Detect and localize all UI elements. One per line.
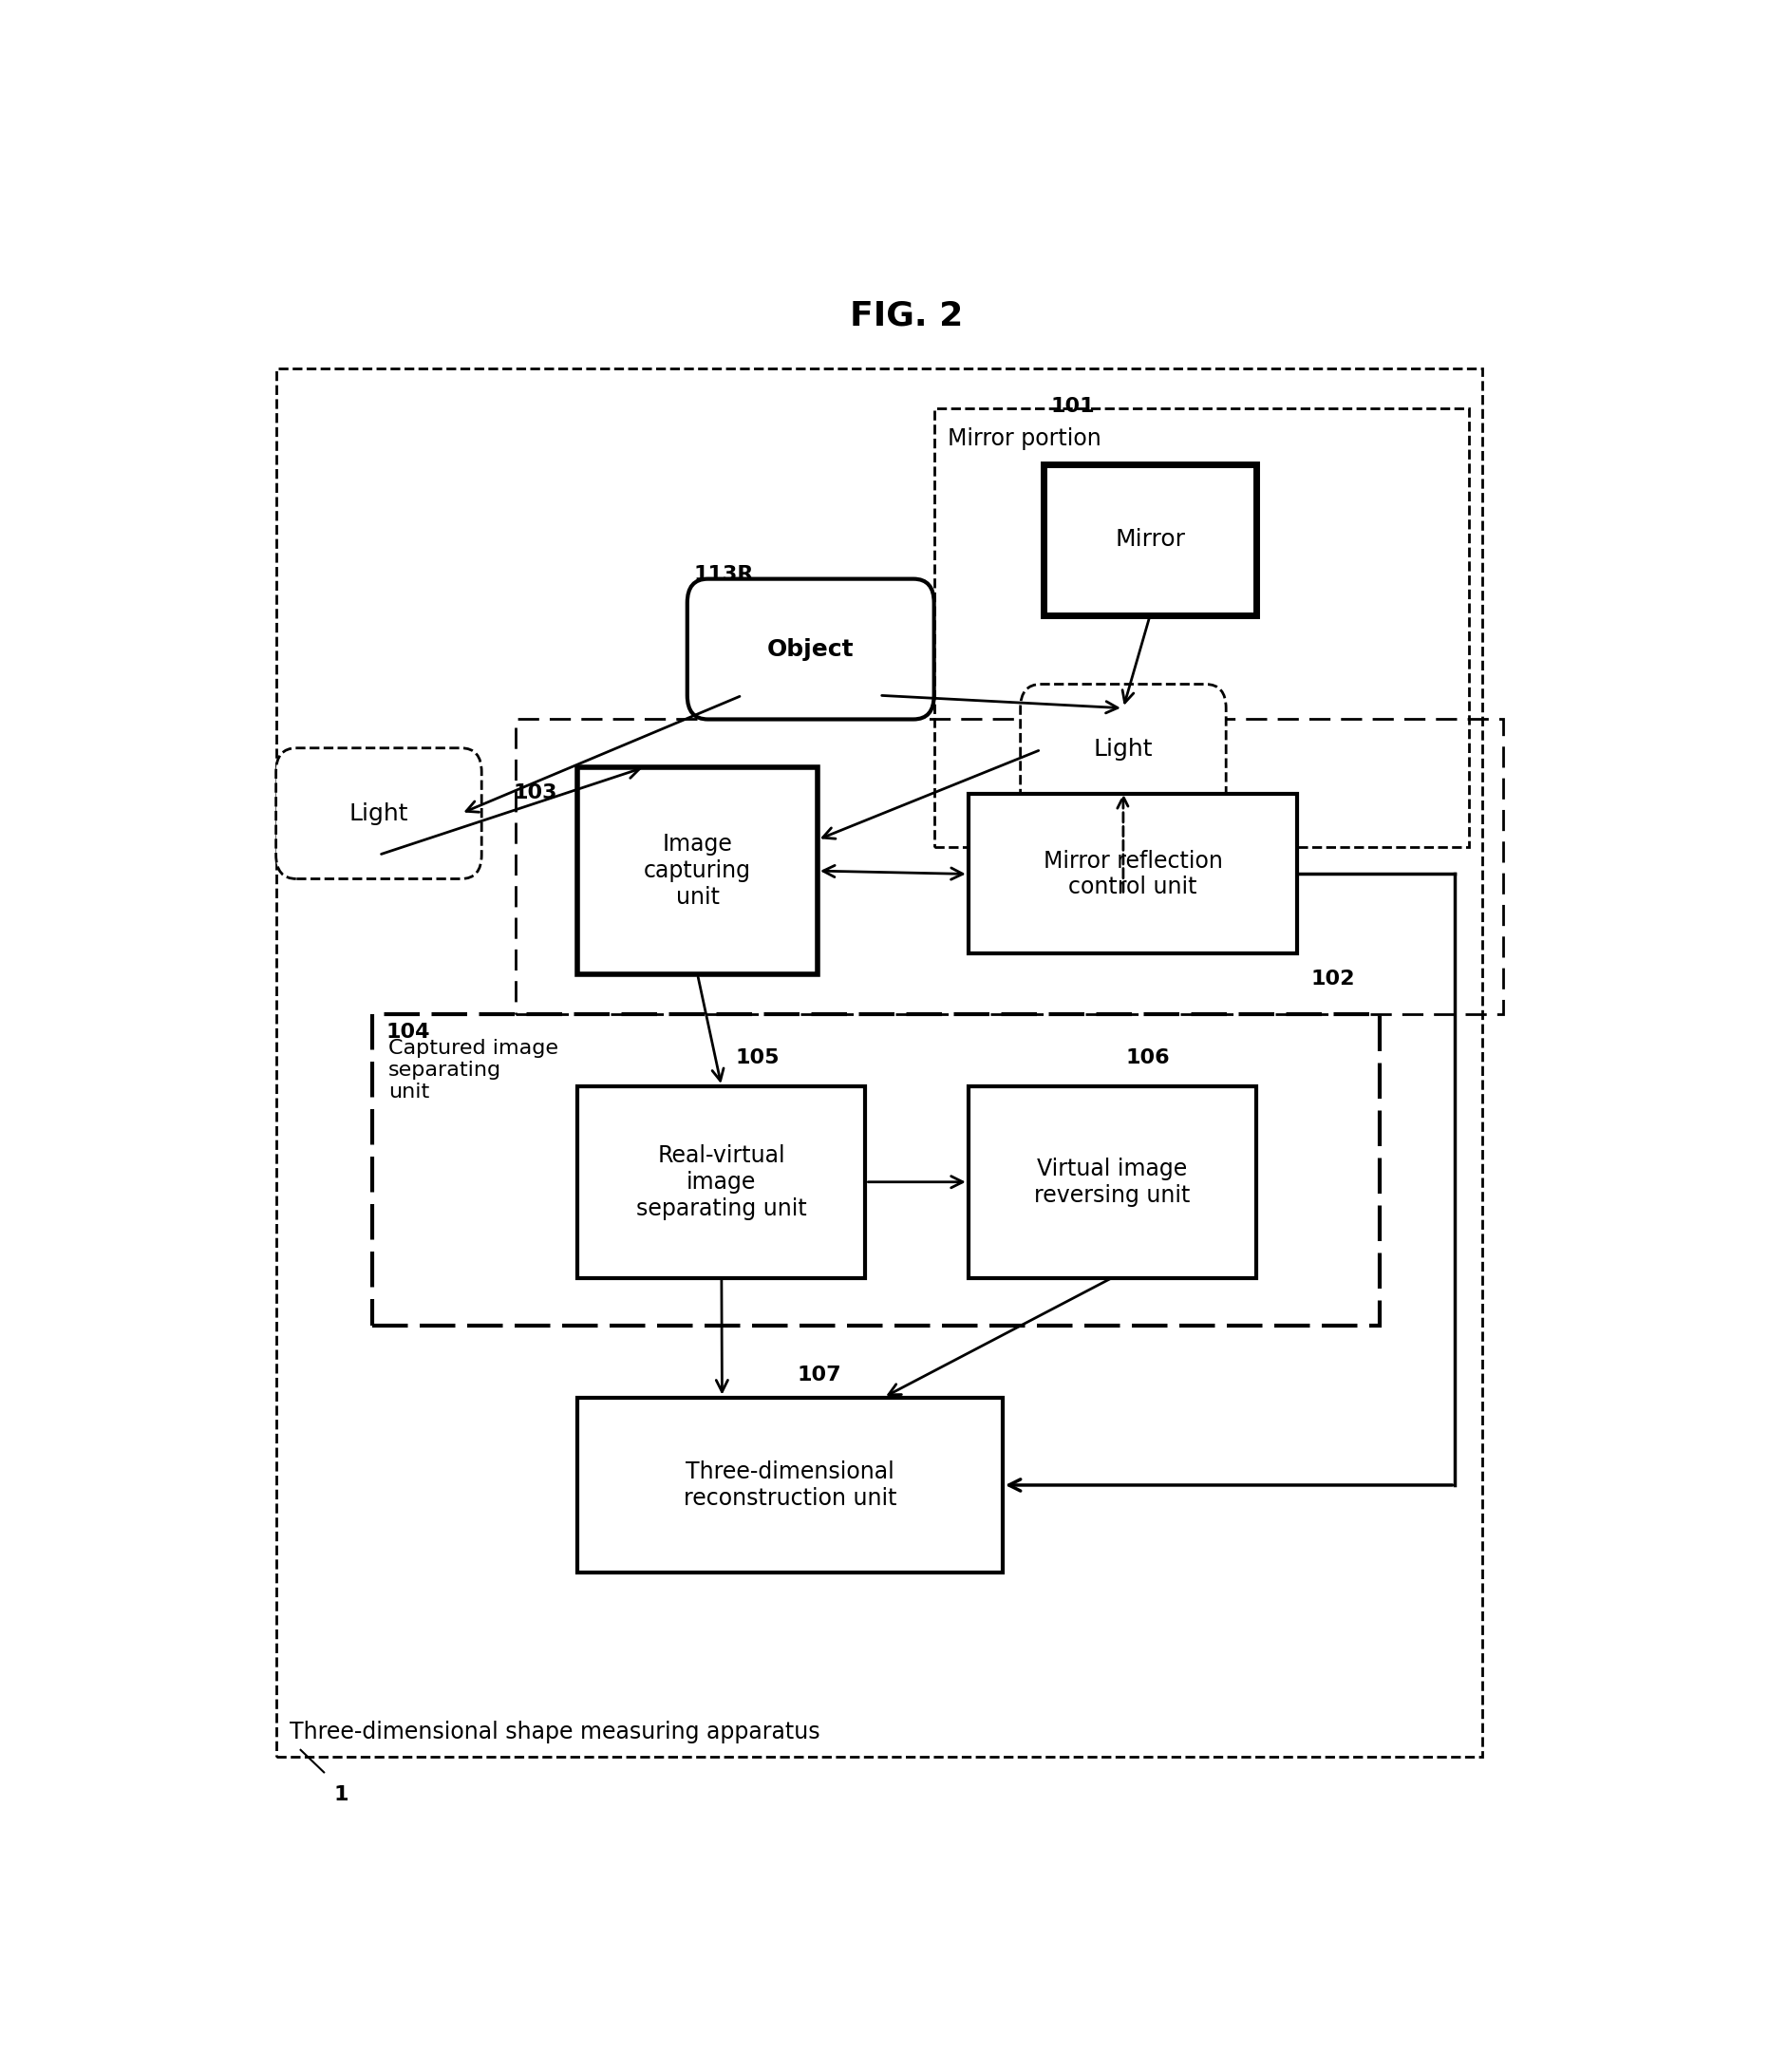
Bar bbox=[1044, 464, 1256, 615]
Text: Light: Light bbox=[348, 802, 409, 825]
Text: 101: 101 bbox=[1051, 398, 1095, 416]
FancyBboxPatch shape bbox=[1021, 684, 1226, 814]
Text: 107: 107 bbox=[796, 1365, 842, 1384]
Text: 106: 106 bbox=[1127, 1048, 1171, 1067]
Text: 104: 104 bbox=[386, 1021, 430, 1042]
Bar bbox=[276, 369, 1482, 1757]
Text: Light: Light bbox=[1093, 738, 1153, 760]
Bar bbox=[578, 1397, 1003, 1573]
Bar bbox=[578, 1086, 865, 1278]
Text: 102: 102 bbox=[1311, 970, 1355, 988]
Text: 113R: 113R bbox=[693, 566, 754, 584]
Text: 105: 105 bbox=[736, 1048, 780, 1067]
Text: Real-virtual
image
separating unit: Real-virtual image separating unit bbox=[637, 1144, 807, 1220]
Text: Virtual image
reversing unit: Virtual image reversing unit bbox=[1035, 1158, 1191, 1206]
FancyBboxPatch shape bbox=[686, 578, 934, 719]
Bar bbox=[371, 1015, 1380, 1326]
Bar bbox=[934, 408, 1468, 847]
Bar bbox=[968, 794, 1297, 953]
Bar bbox=[517, 719, 1504, 1015]
Text: Captured image
separating
unit: Captured image separating unit bbox=[389, 1038, 559, 1102]
Text: Mirror reflection
control unit: Mirror reflection control unit bbox=[1044, 850, 1222, 899]
Bar bbox=[578, 767, 817, 974]
Text: 1: 1 bbox=[334, 1786, 348, 1805]
FancyBboxPatch shape bbox=[276, 748, 481, 879]
Text: Three-dimensional
reconstruction unit: Three-dimensional reconstruction unit bbox=[683, 1461, 897, 1510]
Text: Mirror: Mirror bbox=[1114, 528, 1185, 551]
Bar bbox=[968, 1086, 1256, 1278]
Text: Mirror portion: Mirror portion bbox=[948, 427, 1102, 450]
Text: FIG. 2: FIG. 2 bbox=[849, 300, 964, 332]
Text: Image
capturing
unit: Image capturing unit bbox=[644, 833, 752, 910]
Text: 103: 103 bbox=[513, 783, 557, 802]
Text: Three-dimensional shape measuring apparatus: Three-dimensional shape measuring appara… bbox=[290, 1720, 821, 1743]
Text: Object: Object bbox=[768, 638, 854, 661]
